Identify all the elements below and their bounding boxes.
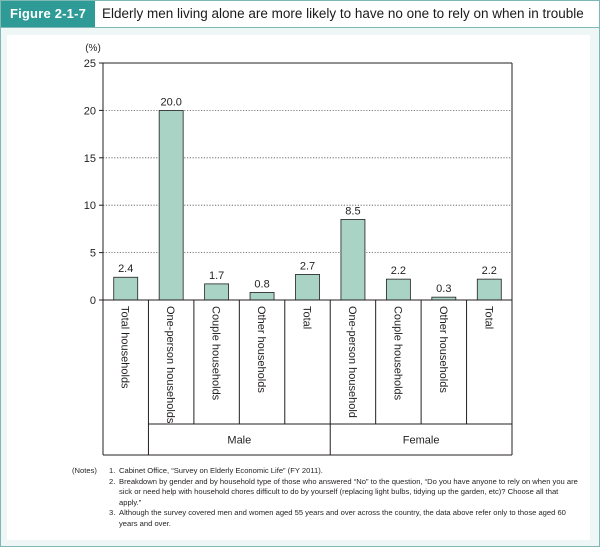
y-tick-label: 20 bbox=[84, 105, 96, 117]
note-1: (Notes) 1. Cabinet Office, “Survey on El… bbox=[72, 466, 582, 477]
group-label: Male bbox=[227, 435, 251, 447]
bar bbox=[158, 110, 184, 301]
y-unit-label: (%) bbox=[85, 43, 101, 54]
category-label: Total bbox=[301, 306, 313, 329]
category-label: Other households bbox=[437, 306, 449, 393]
note-text: Breakdown by gender and by household typ… bbox=[119, 476, 578, 507]
note-text: Although the survey covered men and wome… bbox=[119, 508, 566, 528]
category-label: One-person households bbox=[164, 306, 176, 424]
data-label: 2.4 bbox=[118, 263, 133, 275]
data-label: 2.7 bbox=[300, 260, 315, 272]
note-number: 1. bbox=[109, 466, 116, 475]
bar bbox=[476, 278, 502, 301]
data-label: 8.5 bbox=[345, 205, 360, 217]
bar bbox=[249, 292, 275, 301]
bar bbox=[340, 219, 366, 301]
data-label: 2.2 bbox=[391, 265, 406, 277]
figure-title: Elderly men living alone are more likely… bbox=[102, 6, 584, 21]
bars bbox=[113, 110, 502, 301]
category-label: Total bbox=[482, 306, 494, 329]
y-tick-label: 10 bbox=[84, 200, 96, 212]
y-tick-label: 15 bbox=[84, 153, 96, 165]
data-label: 2.2 bbox=[482, 265, 497, 277]
group-label: Female bbox=[403, 435, 440, 447]
category-label: Other households bbox=[255, 306, 267, 393]
y-tick-label: 5 bbox=[90, 248, 96, 260]
data-label: 0.8 bbox=[254, 278, 269, 290]
note-text: Cabinet Office, “Survey on Elderly Econo… bbox=[119, 466, 323, 475]
data-label: 1.7 bbox=[209, 270, 224, 282]
category-label: One-person household bbox=[346, 306, 358, 418]
data-label: 20.0 bbox=[160, 96, 181, 108]
category-label: Couple households bbox=[210, 306, 222, 401]
bar bbox=[295, 274, 320, 301]
y-tick-label: 25 bbox=[84, 58, 96, 70]
category-label: Couple households bbox=[391, 306, 403, 401]
data-label: 0.3 bbox=[436, 283, 451, 295]
bar bbox=[204, 283, 230, 301]
axes bbox=[99, 62, 513, 456]
notes-lead: (Notes) bbox=[72, 466, 97, 475]
category-label: Total households bbox=[119, 306, 131, 389]
note-number: 2. bbox=[109, 476, 116, 486]
note-3: 3. Although the survey covered men and w… bbox=[72, 508, 582, 529]
figure-header: Figure 2-1-7 Elderly men living alone ar… bbox=[1, 1, 599, 28]
bar bbox=[113, 276, 139, 301]
bar bbox=[385, 278, 411, 301]
labels: 0 5 10 15 20 25 2.4 20.0 1.7 0.8 2.7 8.5 2.2 0.3 2.2 To… bbox=[84, 58, 497, 447]
figure-number: Figure 2-1-7 bbox=[1, 1, 95, 27]
note-number: 3. bbox=[109, 508, 116, 518]
note-2: 2. Breakdown by gender and by household … bbox=[72, 477, 582, 509]
y-tick-label: 0 bbox=[90, 295, 96, 307]
notes: (Notes) 1. Cabinet Office, “Survey on El… bbox=[72, 466, 582, 530]
